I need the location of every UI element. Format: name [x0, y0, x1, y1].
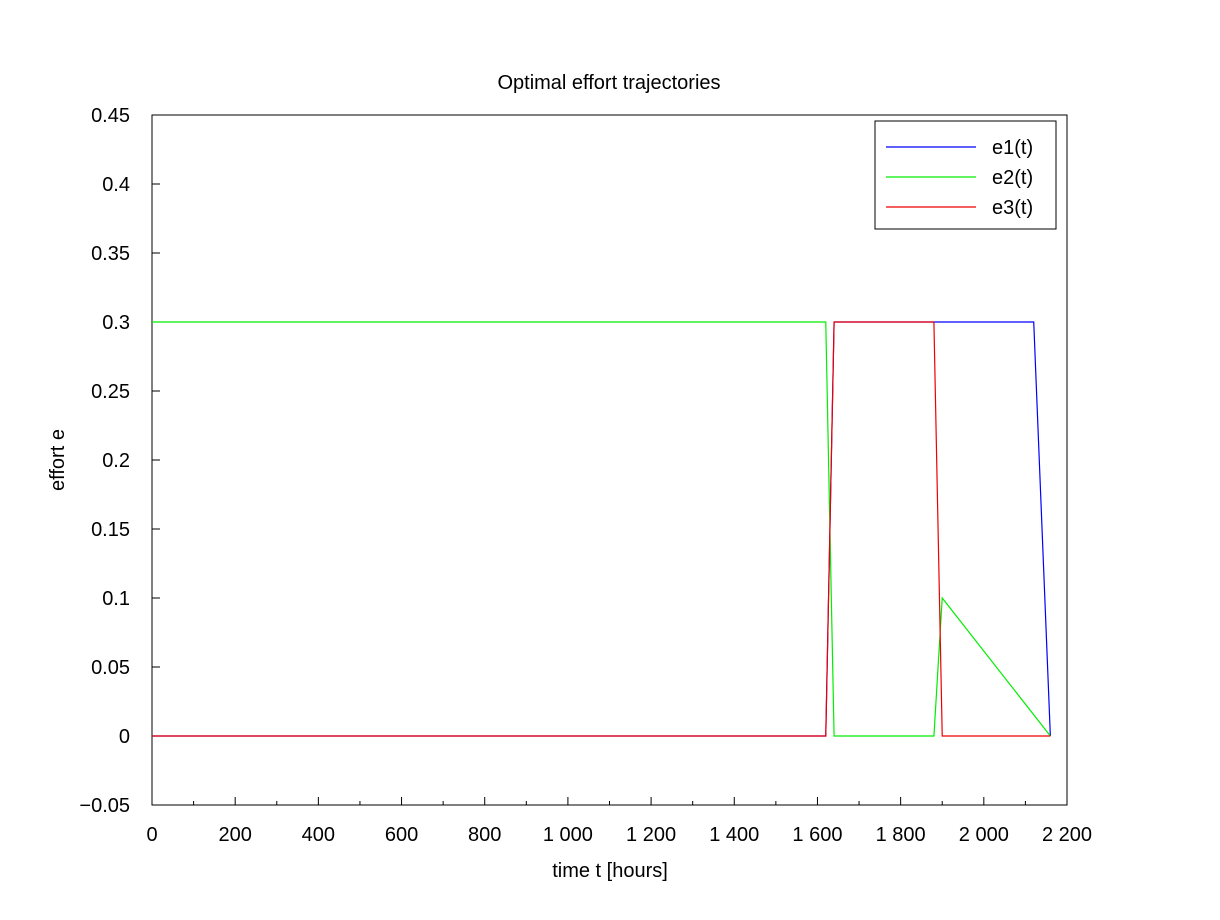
x-tick-label: 0 — [146, 824, 157, 846]
chart-title: Optimal effort trajectories — [497, 72, 720, 94]
y-tick-label: 0.3 — [102, 312, 130, 334]
series-line-e2t — [152, 321, 1051, 737]
series-line-e1t — [152, 321, 1051, 737]
x-tick-label: 600 — [385, 824, 418, 846]
x-tick-label: 200 — [218, 824, 251, 846]
x-tick-label: 1 800 — [876, 824, 926, 846]
series-line-e3t — [152, 321, 1051, 737]
x-tick-label: 1 000 — [543, 824, 593, 846]
legend: e1(t) e2(t) e3(t) — [874, 120, 1057, 230]
legend-label: e3(t) — [992, 197, 1033, 219]
y-tick-label: 0.45 — [91, 105, 130, 127]
y-tick-label: 0.05 — [91, 657, 130, 679]
x-tick-label: 1 600 — [792, 824, 842, 846]
legend-label: e2(t) — [992, 167, 1033, 189]
x-tick-label: 1 400 — [709, 824, 759, 846]
y-tick-label: 0.15 — [91, 519, 130, 541]
y-tick-label: 0.1 — [102, 588, 130, 610]
x-tick-label: 400 — [302, 824, 335, 846]
y-axis: −0.05 0 0.05 0.1 0.15 0.2 0.25 0.3 0.35 0.4 0.45 — [79, 105, 160, 817]
y-axis-label: effort e — [47, 429, 69, 491]
y-tick-label: −0.05 — [79, 795, 130, 817]
x-tick-label: 800 — [468, 824, 501, 846]
legend-box — [874, 120, 1057, 230]
x-tick-label: 1 200 — [626, 824, 676, 846]
x-axis: 0 200 400 600 800 1 000 1 200 1 400 1 600 1 800 2 … — [146, 797, 1092, 846]
y-tick-label: 0.4 — [102, 174, 130, 196]
y-tick-label: 0 — [119, 726, 130, 748]
y-tick-label: 0.35 — [91, 243, 130, 265]
legend-label: e1(t) — [992, 137, 1033, 159]
x-tick-label: 2 000 — [959, 824, 1009, 846]
series-group — [152, 321, 1051, 737]
x-axis-label: time t [hours] — [552, 860, 668, 882]
y-tick-label: 0.25 — [91, 381, 130, 403]
y-tick-label: 0.2 — [102, 450, 130, 472]
x-tick-label: 2 200 — [1042, 824, 1092, 846]
